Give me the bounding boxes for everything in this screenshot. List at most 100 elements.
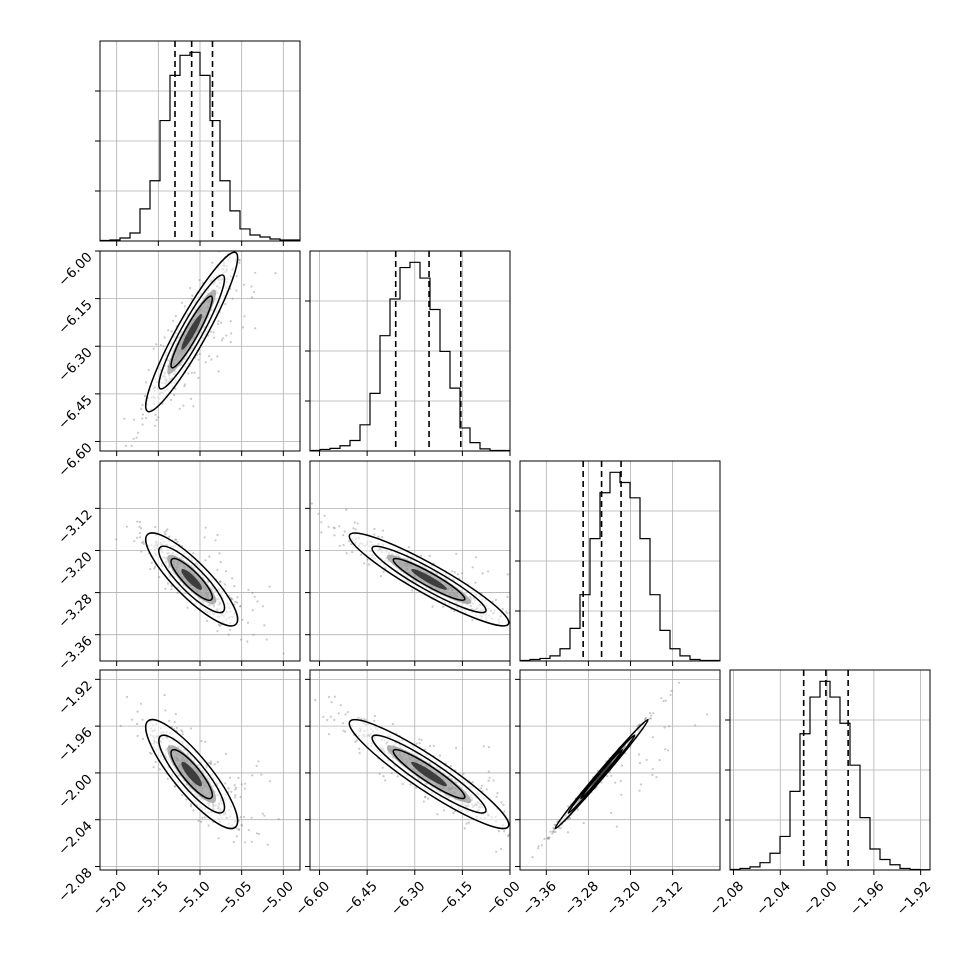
scatter-point: [442, 605, 445, 608]
scatter-point: [492, 779, 495, 782]
y-tick-label: −2.04: [55, 818, 96, 859]
scatter-point: [608, 771, 612, 774]
scatter-point: [240, 823, 243, 826]
scatter-point: [658, 759, 661, 762]
scatter-point: [373, 533, 376, 536]
scatter-point: [471, 619, 474, 622]
scatter-point: [233, 585, 236, 588]
scatter-point: [138, 525, 141, 528]
scatter-point: [377, 535, 380, 538]
histogram-step: [520, 471, 720, 661]
scatter-point: [615, 825, 618, 828]
scatter-point: [254, 271, 257, 274]
subplot-frame: [309, 250, 511, 452]
scatter-point: [125, 525, 128, 528]
density-contour-2: [567, 734, 636, 814]
scatter-point: [559, 827, 562, 830]
scatter-point: [381, 766, 384, 769]
scatter-point: [223, 583, 227, 586]
scatter-point: [415, 742, 418, 745]
scatter-point: [507, 833, 510, 837]
scatter-point: [238, 259, 241, 262]
scatter-point: [514, 615, 516, 617]
scatter-point: [174, 785, 177, 788]
scatter-point: [423, 748, 426, 751]
scatter-point: [327, 525, 330, 528]
scatter-point: [172, 319, 175, 322]
scatter-point: [351, 551, 354, 554]
scatter-point: [378, 772, 381, 775]
scatter-point: [257, 760, 260, 763]
y-tick-label: −2.08: [55, 865, 96, 906]
x-tick-label: −6.60: [293, 878, 334, 919]
density-fill-core: [181, 761, 202, 787]
scatter-point: [401, 782, 404, 786]
scatter-point: [239, 816, 242, 819]
scatter-point: [150, 561, 153, 564]
scatter-point: [648, 712, 652, 715]
scatter-point: [252, 290, 256, 294]
scatter-point: [239, 605, 242, 608]
scatter-point: [209, 762, 212, 765]
scatter-point: [274, 272, 277, 275]
scatter-point: [407, 546, 411, 549]
scatter-point: [191, 294, 194, 297]
scatter-point: [235, 289, 238, 292]
density-fill-core: [411, 569, 447, 590]
scatter-point: [250, 296, 253, 299]
scatter-point: [494, 598, 497, 602]
scatter-point: [148, 751, 152, 754]
x-tick-label: −3.12: [646, 878, 687, 919]
scatter-point: [243, 787, 246, 790]
scatter-point: [528, 588, 530, 590]
scatter-point: [190, 297, 193, 301]
scatter-point: [218, 624, 221, 628]
scatter-point: [206, 619, 209, 622]
scatter-point: [474, 581, 477, 584]
density-contour-2: [371, 734, 487, 814]
scatter-point: [115, 538, 118, 541]
scatter-point: [308, 684, 310, 686]
scatter-point: [363, 718, 366, 721]
scatter-point: [637, 753, 641, 756]
histogram-step: [100, 51, 300, 241]
scatter-point: [240, 638, 243, 641]
scatter-point: [396, 775, 399, 778]
scatter-point: [216, 630, 219, 633]
scatter-point: [501, 608, 504, 611]
scatter-point: [173, 720, 176, 724]
scatter-point: [429, 744, 432, 748]
histogram-step: [310, 261, 510, 451]
scatter-point: [357, 716, 360, 719]
scatter-point: [198, 279, 201, 282]
scatter-point: [170, 398, 173, 401]
scatter-point: [648, 717, 651, 720]
scatter-point: [140, 407, 143, 411]
scatter-point: [342, 722, 345, 725]
scatter-point: [251, 591, 254, 595]
scatter-point: [294, 685, 296, 687]
scatter-point: [552, 830, 555, 833]
density-contour-1: [144, 532, 239, 627]
scatter-point: [358, 752, 361, 755]
scatter-point: [418, 742, 421, 745]
scatter-point: [485, 788, 488, 791]
scatter-point: [212, 331, 215, 334]
scatter-point: [511, 628, 513, 630]
scatter-point: [125, 695, 129, 699]
scatter-point: [261, 812, 264, 815]
scatter-point: [190, 371, 193, 374]
scatter-point: [133, 540, 136, 543]
scatter-point: [130, 718, 133, 721]
scatter-point: [551, 832, 554, 835]
x-tick-label: −6.15: [435, 878, 476, 919]
scatter-point: [506, 612, 509, 615]
density-contour-1: [348, 532, 510, 627]
scatter-point: [153, 567, 156, 570]
scatter-point: [121, 453, 123, 455]
scatter-point: [241, 618, 244, 622]
scatter-point: [136, 536, 139, 539]
density-fill-core: [591, 761, 612, 787]
scatter-point: [140, 550, 143, 553]
scatter-point: [552, 828, 555, 831]
